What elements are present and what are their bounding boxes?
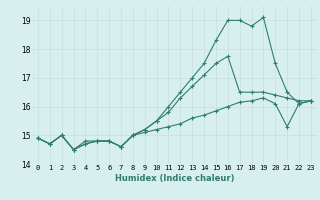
X-axis label: Humidex (Indice chaleur): Humidex (Indice chaleur): [115, 174, 234, 183]
